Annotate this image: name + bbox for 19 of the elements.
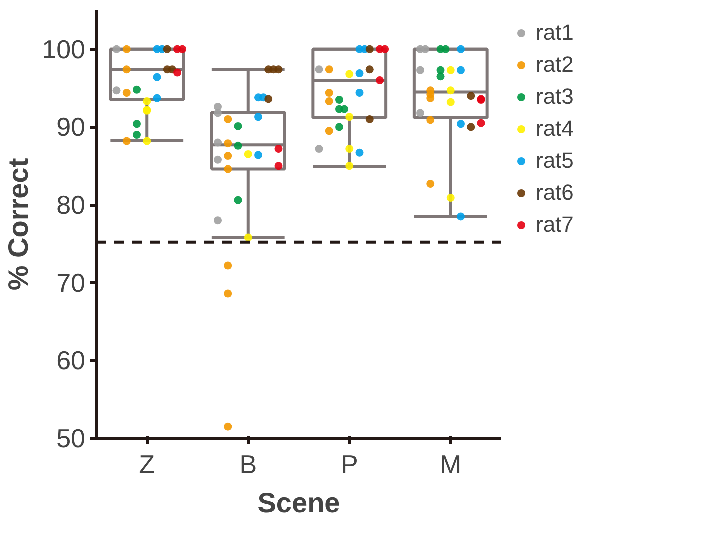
- legend-label: rat2: [536, 52, 574, 78]
- y-tick-label: 60: [56, 346, 86, 376]
- x-tick-label: P: [340, 450, 358, 480]
- legend-label: rat1: [536, 20, 574, 46]
- x-tick-label: Z: [139, 450, 156, 480]
- y-tick-label: 90: [56, 112, 86, 142]
- y-tick-label: 80: [56, 190, 86, 220]
- legend-label: rat6: [536, 180, 574, 206]
- x-tick-label: B: [240, 450, 258, 480]
- x-axis-title: Scene: [258, 488, 340, 518]
- legend-label: rat7: [536, 212, 574, 238]
- y-tick-label: 70: [56, 268, 86, 298]
- x-tick-label: M: [440, 450, 462, 480]
- y-tick-label: 100: [42, 34, 86, 64]
- y-tick-label: 50: [56, 424, 86, 454]
- legend-label: rat5: [536, 148, 574, 174]
- legend-label: rat3: [536, 84, 574, 110]
- y-axis-title: % Correct: [3, 158, 34, 291]
- legend-label: rat4: [536, 116, 574, 142]
